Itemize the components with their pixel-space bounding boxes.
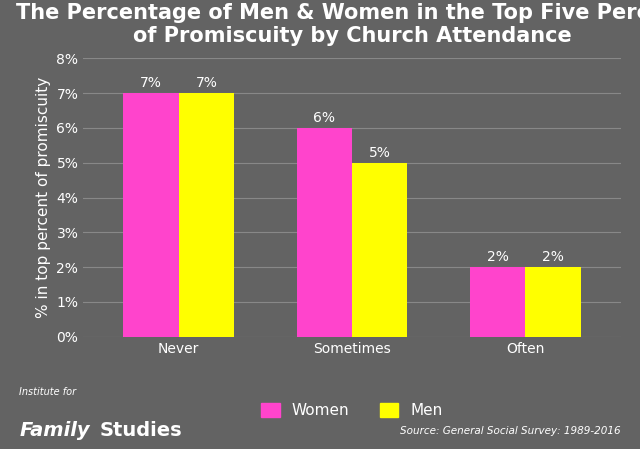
Bar — [123, 93, 179, 337]
Text: 5%: 5% — [369, 146, 390, 160]
Text: Family: Family — [19, 421, 90, 440]
Bar — [470, 267, 525, 337]
Text: 7%: 7% — [140, 76, 162, 90]
Text: Source: General Social Survey: 1989-2016: Source: General Social Survey: 1989-2016 — [400, 426, 621, 436]
Text: Studies: Studies — [99, 421, 182, 440]
Bar — [179, 93, 234, 337]
Y-axis label: % in top percent of promiscuity: % in top percent of promiscuity — [36, 77, 51, 318]
Text: 7%: 7% — [195, 76, 217, 90]
Bar — [525, 267, 581, 337]
Text: Institute for: Institute for — [19, 387, 76, 397]
Text: 2%: 2% — [542, 251, 564, 264]
Bar — [296, 128, 352, 337]
Bar — [352, 163, 408, 337]
Text: 6%: 6% — [313, 111, 335, 125]
Title: The Percentage of Men & Women in the Top Five Percent
of Promiscuity by Church A: The Percentage of Men & Women in the Top… — [16, 3, 640, 46]
Text: 2%: 2% — [487, 251, 509, 264]
Legend: Women, Men: Women, Men — [261, 403, 443, 418]
